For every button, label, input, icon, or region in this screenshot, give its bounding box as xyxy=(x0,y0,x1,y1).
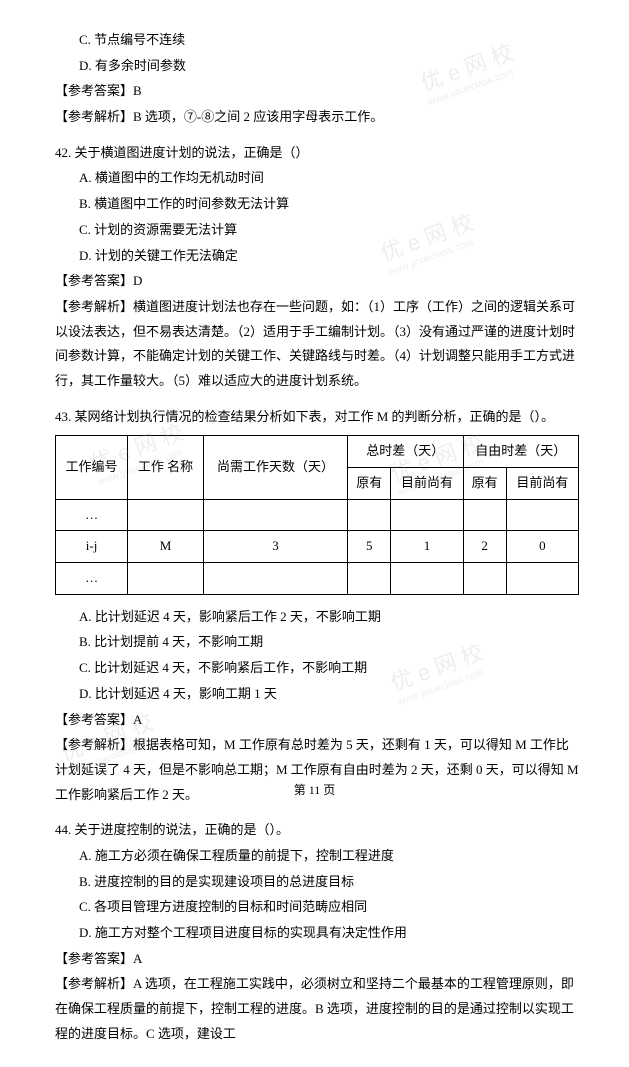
q44-option-b: B. 进度控制的目的是实现建设项目的总进度目标 xyxy=(55,870,579,895)
q42-option-d: D. 计划的关键工作无法确定 xyxy=(55,244,579,269)
q43-option-d: D. 比计划延迟 4 天，影响工期 1 天 xyxy=(55,682,579,707)
th-remaining-days: 尚需工作天数（天） xyxy=(203,436,347,499)
q41-option-d: D. 有多余时间参数 xyxy=(55,54,579,79)
th-work-name: 工作 名称 xyxy=(128,436,204,499)
q42-explanation: 【参考解析】横道图进度计划法也存在一些问题，如：（1）工序（工作）之间的逻辑关系… xyxy=(55,295,579,394)
q42-option-a: A. 横道图中的工作均无机动时间 xyxy=(55,166,579,191)
q42-option-b: B. 横道图中工作的时间参数无法计算 xyxy=(55,192,579,217)
q44-option-d: D. 施工方对整个工程项目进度目标的实现具有决定性作用 xyxy=(55,921,579,946)
q42-option-c: C. 计划的资源需要无法计算 xyxy=(55,218,579,243)
th-free-float: 自由时差（天） xyxy=(463,436,578,468)
table-row: … xyxy=(56,563,579,595)
th-ff-orig: 原有 xyxy=(463,468,506,500)
q43-option-c: C. 比计划延迟 4 天，不影响紧后工作，不影响工期 xyxy=(55,656,579,681)
q43-stem: 43. 某网络计划执行情况的检查结果分析如下表，对工作 M 的判断分析，正确的是… xyxy=(55,405,579,430)
q43-option-a: A. 比计划延迟 4 天，影响紧后工作 2 天，不影响工期 xyxy=(55,605,579,630)
q42-stem: 42. 关于横道图进度计划的说法，正确是（） xyxy=(55,141,579,166)
th-ff-now: 目前尚有 xyxy=(506,468,578,500)
q44-option-c: C. 各项目管理方进度控制的目标和时间范畴应相同 xyxy=(55,895,579,920)
th-work-id: 工作编号 xyxy=(56,436,128,499)
q42-answer: 【参考答案】D xyxy=(55,269,579,294)
q44-option-a: A. 施工方必须在确保工程质量的前提下，控制工程进度 xyxy=(55,844,579,869)
th-tf-now: 目前尚有 xyxy=(391,468,463,500)
q44-stem: 44. 关于进度控制的说法，正确的是（）。 xyxy=(55,818,579,843)
th-tf-orig: 原有 xyxy=(348,468,391,500)
q43-option-b: B. 比计划提前 4 天，不影响工期 xyxy=(55,630,579,655)
q44-explanation: 【参考解析】A 选项，在工程施工实践中，必须树立和坚持二个最基本的工程管理原则，… xyxy=(55,972,579,1046)
q43-answer: 【参考答案】A xyxy=(55,708,579,733)
q44-answer: 【参考答案】A xyxy=(55,947,579,972)
q41-answer: 【参考答案】B xyxy=(55,79,579,104)
q43-table: 工作编号 工作 名称 尚需工作天数（天） 总时差（天） 自由时差（天） 原有 目… xyxy=(55,435,579,594)
page-content: C. 节点编号不连续 D. 有多余时间参数 【参考答案】B 【参考解析】B 选项… xyxy=(0,0,629,1067)
th-total-float: 总时差（天） xyxy=(348,436,463,468)
table-row: i-jM35120 xyxy=(56,531,579,563)
q41-option-c: C. 节点编号不连续 xyxy=(55,28,579,53)
q41-explanation: 【参考解析】B 选项，⑦-⑧之间 2 应该用字母表示工作。 xyxy=(55,105,579,130)
table-row: … xyxy=(56,499,579,531)
page-footer: 第 11 页 xyxy=(0,781,629,798)
